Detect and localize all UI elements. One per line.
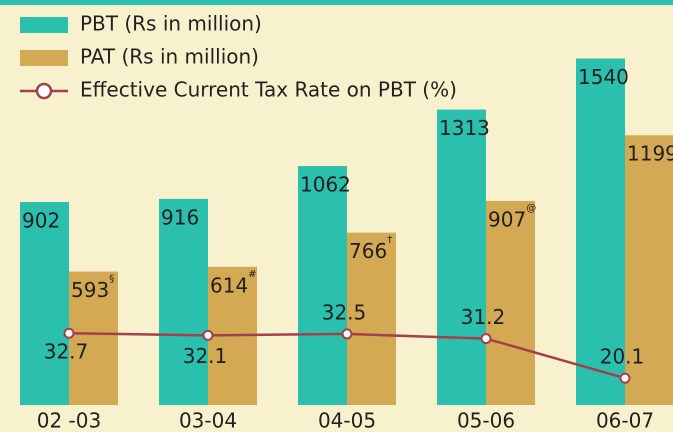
line-value-label: 31.2 [461,305,506,329]
legend-label: PBT (Rs in million) [80,12,262,36]
bar [347,232,396,405]
legend-label: PAT (Rs in million) [80,45,259,69]
line-value-label: 32.7 [44,340,89,364]
bar [20,202,69,405]
value-label: 593 [71,278,109,302]
legend-swatch [20,17,68,33]
footnote-mark: † [387,235,392,246]
x-tick-label: 03-04 [179,409,237,432]
value-label: 1313 [439,116,490,140]
x-tick-label: 05-06 [457,409,515,432]
footnote-mark: § [109,274,114,285]
value-label: 766 [349,239,387,263]
x-tick-label: 04-05 [318,409,376,432]
bar [298,166,347,405]
legend-label: Effective Current Tax Rate on PBT (%) [80,78,457,102]
bar [486,200,535,405]
line-point [202,329,214,341]
legend-marker [35,82,53,100]
footnote-mark: # [248,269,256,280]
top-strip [0,0,673,5]
bar [159,198,208,405]
value-label: 1540 [578,65,629,89]
bar [625,135,673,405]
footnote-mark: @ [526,203,536,214]
line-point [480,333,492,345]
value-label: 916 [161,205,199,229]
legend-swatch [20,50,68,66]
x-tick-label: 06-07 [596,409,654,432]
line-value-label: 32.1 [183,344,228,368]
line-point [63,327,75,339]
line-point [619,372,631,384]
value-label: 902 [22,209,60,233]
bar [69,271,118,405]
line-point [341,328,353,340]
x-tick-label: 02 -03 [37,409,101,432]
value-label: 1199 [627,142,673,166]
line-value-label: 32.5 [322,300,367,324]
bar [437,109,486,405]
value-label: 1062 [300,173,351,197]
value-label: 614 [210,273,248,297]
value-label: 907 [488,207,526,231]
bar [576,58,625,405]
line-value-label: 20.1 [600,345,645,369]
